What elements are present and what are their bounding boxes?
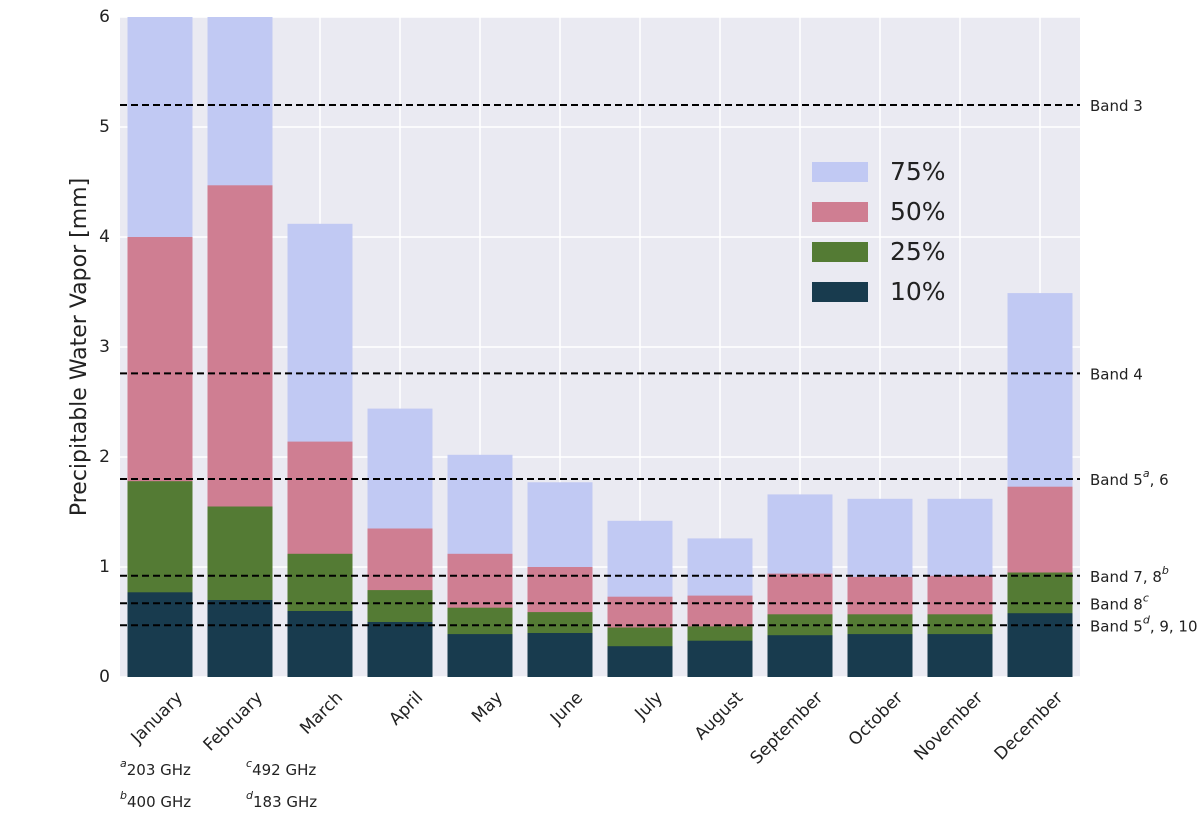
y-tick-label: 4 bbox=[99, 227, 110, 247]
legend-label: 25% bbox=[890, 237, 946, 266]
x-tick-label: September bbox=[746, 688, 827, 769]
reference-label-part: b bbox=[1162, 563, 1169, 576]
y-tick-label: 6 bbox=[99, 7, 110, 27]
reference-label: Band 5d, 9, 10 bbox=[1090, 613, 1198, 635]
bar bbox=[847, 634, 913, 677]
x-tick-label: January bbox=[127, 688, 187, 748]
bar bbox=[527, 633, 593, 677]
x-tick-label: February bbox=[200, 688, 267, 755]
legend-swatch bbox=[812, 242, 868, 262]
x-tick-label: March bbox=[296, 688, 347, 739]
bar bbox=[287, 611, 353, 677]
reference-label: Band 4 bbox=[1090, 365, 1143, 383]
footnote-part: a bbox=[120, 757, 127, 770]
footnote: b400 GHz bbox=[120, 789, 191, 811]
bar bbox=[367, 622, 433, 677]
reference-label-part: c bbox=[1143, 591, 1149, 604]
x-tick-label: August bbox=[691, 688, 747, 744]
legend-swatch bbox=[812, 282, 868, 302]
footnote-part: c bbox=[246, 757, 252, 770]
reference-label-part: Band 8 bbox=[1090, 595, 1143, 613]
footnote-part: 400 GHz bbox=[127, 793, 191, 811]
reference-label-part: Band 7, 8 bbox=[1090, 567, 1162, 585]
reference-label-part: Band 5 bbox=[1090, 471, 1143, 489]
reference-label-part: Band 5 bbox=[1090, 617, 1143, 635]
bar bbox=[1007, 613, 1073, 677]
footnote: d183 GHz bbox=[246, 789, 317, 811]
legend-label: 50% bbox=[890, 197, 946, 226]
footnote-part: 492 GHz bbox=[252, 761, 316, 779]
reference-label: Band 7, 8b bbox=[1090, 563, 1169, 585]
y-axis-label: Precipitable Water Vapor [mm] bbox=[67, 178, 92, 516]
legend-swatch bbox=[812, 162, 868, 182]
legend-label: 75% bbox=[890, 157, 946, 186]
y-tick-label: 3 bbox=[99, 337, 110, 357]
bar bbox=[927, 634, 993, 677]
reference-label: Band 3 bbox=[1090, 97, 1143, 115]
bar bbox=[447, 634, 513, 677]
legend-label: 10% bbox=[890, 277, 946, 306]
y-tick-label: 2 bbox=[99, 447, 110, 467]
bar bbox=[687, 640, 753, 677]
y-tick-label: 5 bbox=[99, 117, 110, 137]
footnote-part: 203 GHz bbox=[127, 761, 191, 779]
reference-label-part: a bbox=[1143, 467, 1150, 480]
x-tick-label: November bbox=[910, 688, 987, 765]
y-tick-label: 1 bbox=[99, 557, 110, 577]
bar bbox=[607, 646, 673, 677]
footnote: a203 GHz bbox=[120, 757, 191, 779]
footnote: c492 GHz bbox=[246, 757, 316, 779]
y-tick-label: 0 bbox=[99, 667, 110, 687]
x-tick-label: July bbox=[631, 688, 667, 724]
x-tick-label: May bbox=[468, 688, 507, 727]
reference-label: Band 5a, 6 bbox=[1090, 467, 1169, 489]
legend-swatch bbox=[812, 202, 868, 222]
x-tick-label: October bbox=[845, 688, 907, 750]
bar bbox=[207, 600, 273, 677]
x-tick-label: June bbox=[546, 688, 587, 729]
bar bbox=[127, 592, 193, 677]
reference-label-part: Band 4 bbox=[1090, 365, 1143, 383]
footnote-part: d bbox=[246, 789, 254, 802]
footnote-part: b bbox=[120, 789, 127, 802]
bar bbox=[767, 635, 833, 677]
x-tick-label: December bbox=[991, 688, 1067, 764]
reference-label-part: d bbox=[1143, 613, 1151, 626]
footnote-part: 183 GHz bbox=[253, 793, 317, 811]
reference-label-part: Band 3 bbox=[1090, 97, 1143, 115]
reference-label: Band 8c bbox=[1090, 591, 1149, 613]
x-tick-label: April bbox=[385, 688, 427, 730]
reference-label-part: , 6 bbox=[1150, 471, 1169, 489]
reference-label-part: , 9, 10 bbox=[1150, 617, 1198, 635]
